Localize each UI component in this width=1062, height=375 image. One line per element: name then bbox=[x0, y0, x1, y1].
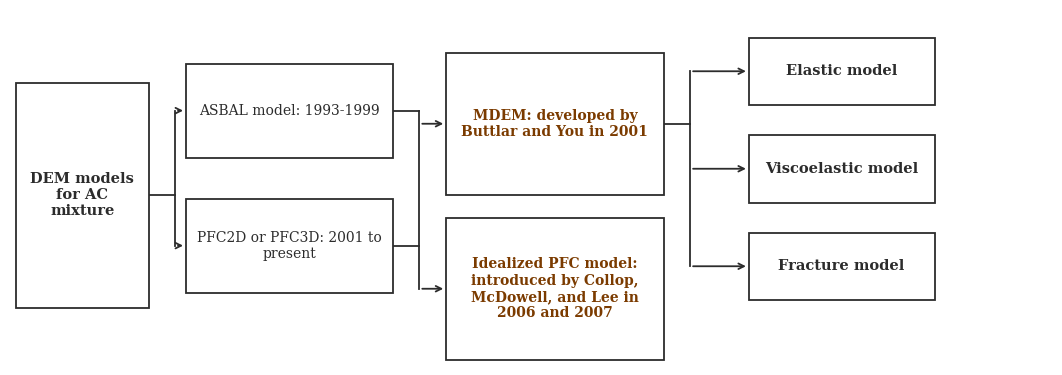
Text: PFC2D or PFC3D: 2001 to
present: PFC2D or PFC3D: 2001 to present bbox=[198, 231, 381, 261]
FancyBboxPatch shape bbox=[186, 199, 393, 292]
FancyBboxPatch shape bbox=[749, 232, 935, 300]
FancyBboxPatch shape bbox=[749, 135, 935, 202]
Text: Viscoelastic model: Viscoelastic model bbox=[765, 162, 919, 176]
FancyBboxPatch shape bbox=[446, 53, 664, 195]
Text: ASBAL model: 1993-1999: ASBAL model: 1993-1999 bbox=[199, 104, 380, 118]
Text: Elastic model: Elastic model bbox=[786, 64, 897, 78]
FancyBboxPatch shape bbox=[16, 82, 149, 308]
FancyBboxPatch shape bbox=[749, 38, 935, 105]
FancyBboxPatch shape bbox=[446, 217, 664, 360]
Text: Fracture model: Fracture model bbox=[778, 259, 905, 273]
FancyBboxPatch shape bbox=[186, 64, 393, 158]
Text: MDEM: developed by
Buttlar and You in 2001: MDEM: developed by Buttlar and You in 20… bbox=[462, 109, 648, 139]
Text: DEM models
for AC
mixture: DEM models for AC mixture bbox=[31, 172, 134, 218]
Text: Idealized PFC model:
introduced by Collop,
McDowell, and Lee in
2006 and 2007: Idealized PFC model: introduced by Collo… bbox=[470, 258, 639, 320]
